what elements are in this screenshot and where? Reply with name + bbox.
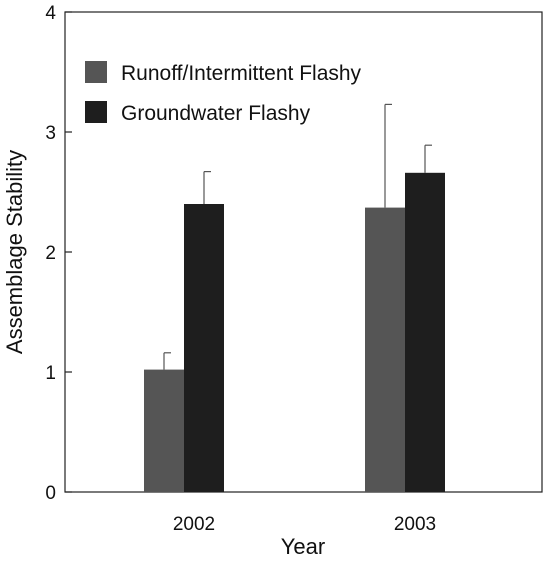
y-tick-label: 3	[45, 123, 56, 144]
bar-series-1-2003	[405, 172, 445, 493]
x-tick-label: 2003	[394, 514, 436, 535]
bar-series-0-2003	[365, 207, 405, 492]
legend-label-0: Runoff/Intermittent Flashy	[121, 62, 362, 85]
y-tick-label: 2	[45, 243, 56, 264]
error-bars	[163, 103, 432, 370]
y-tick-label: 1	[45, 363, 56, 384]
y-tick-label: 0	[45, 483, 56, 504]
legend: Runoff/Intermittent Flashy Groundwater Fl…	[85, 61, 362, 125]
x-axis-title: Year	[281, 534, 325, 559]
bar-series-0-2002	[144, 369, 184, 492]
y-axis: 0 1 2 3 4	[45, 3, 72, 504]
bar-series-1-2002	[184, 204, 224, 492]
y-axis-title: Assemblage Stability	[2, 150, 27, 354]
x-tick-label: 2002	[173, 514, 215, 535]
bars	[144, 172, 445, 493]
y-tick-label: 4	[45, 3, 56, 24]
x-axis: 2002 2003	[173, 514, 436, 535]
legend-label-1: Groundwater Flashy	[121, 102, 311, 125]
legend-swatch-1	[85, 101, 107, 123]
legend-swatch-0	[85, 61, 107, 83]
